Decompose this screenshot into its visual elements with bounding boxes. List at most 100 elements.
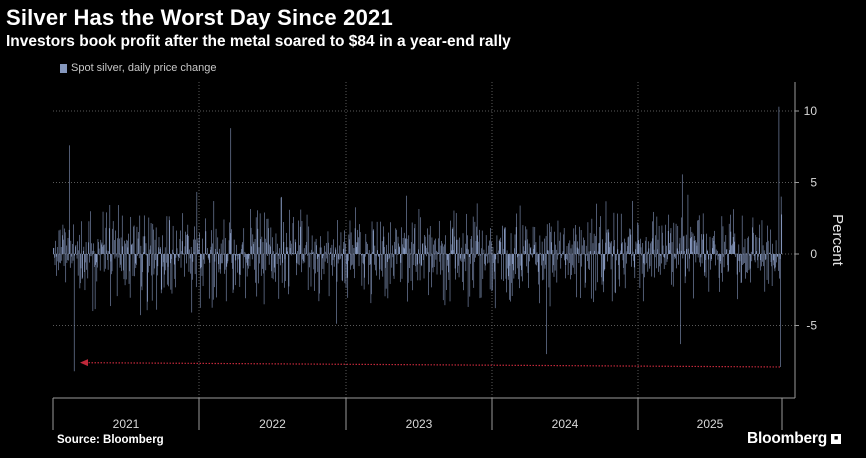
bar <box>88 242 89 254</box>
bar <box>575 234 577 254</box>
bar <box>609 241 611 254</box>
bar <box>547 250 549 254</box>
bar <box>743 254 744 264</box>
bar <box>492 254 493 291</box>
bar <box>471 247 473 254</box>
bar <box>245 254 246 299</box>
bar <box>428 234 430 254</box>
bar <box>325 242 327 254</box>
bar <box>625 242 627 254</box>
bar <box>229 222 230 254</box>
bar <box>240 254 241 275</box>
bar <box>528 243 530 254</box>
bar <box>162 235 163 254</box>
bar <box>657 249 658 254</box>
bar <box>368 254 369 285</box>
bar <box>405 238 406 254</box>
bar <box>493 254 495 280</box>
bar <box>376 254 377 276</box>
bar <box>738 244 740 254</box>
bar <box>271 254 273 279</box>
bar <box>140 254 141 316</box>
bar <box>459 254 461 259</box>
bar <box>614 254 616 293</box>
bar <box>384 247 385 254</box>
bar <box>385 254 386 268</box>
bar <box>392 254 394 258</box>
bar <box>699 254 701 263</box>
bar <box>360 254 362 256</box>
bar <box>184 246 186 254</box>
bar <box>196 191 198 254</box>
bar <box>427 251 429 254</box>
bar <box>638 240 640 254</box>
bar <box>179 238 181 254</box>
bar <box>280 197 282 254</box>
bar <box>310 254 312 287</box>
bar <box>237 254 239 260</box>
bar <box>536 254 537 266</box>
bar <box>501 254 503 255</box>
bar <box>706 249 708 254</box>
bar <box>220 243 222 254</box>
bar <box>590 254 592 299</box>
bar <box>120 237 122 254</box>
bar <box>574 254 576 275</box>
bar <box>606 229 608 254</box>
bar <box>165 254 167 271</box>
bar <box>618 254 620 280</box>
bar <box>214 254 216 262</box>
bar <box>62 235 63 254</box>
bar <box>774 254 775 269</box>
bar <box>562 251 564 254</box>
bar <box>445 254 447 255</box>
bar <box>105 227 107 254</box>
bar <box>759 254 761 271</box>
bar <box>332 254 333 276</box>
bar <box>420 217 421 254</box>
bar <box>468 249 469 254</box>
bar <box>474 221 476 254</box>
bar <box>283 222 284 254</box>
bar <box>319 254 320 294</box>
bar <box>486 254 488 257</box>
bar <box>426 247 428 254</box>
bar <box>309 252 311 254</box>
bar <box>414 224 416 254</box>
bar <box>446 254 448 260</box>
bar <box>254 254 255 270</box>
bar <box>259 213 261 254</box>
bar <box>415 254 416 267</box>
bar <box>146 254 147 256</box>
bar <box>442 254 444 301</box>
logo-text: Bloomberg <box>747 430 828 447</box>
bar <box>60 247 62 254</box>
bar <box>691 231 693 254</box>
bar <box>756 237 758 254</box>
bar <box>305 245 307 254</box>
bar <box>340 232 342 254</box>
bar <box>769 252 771 254</box>
bar <box>677 225 679 254</box>
bar <box>510 254 511 302</box>
annotation-layer <box>80 359 781 368</box>
bar <box>514 234 516 254</box>
bar <box>622 242 623 254</box>
bar <box>689 254 690 259</box>
bar <box>303 254 304 262</box>
bar <box>241 244 243 254</box>
bar <box>202 254 204 287</box>
bar <box>557 220 559 254</box>
bar <box>363 254 364 265</box>
bar <box>108 251 109 254</box>
bar <box>151 254 152 276</box>
bar <box>485 235 487 254</box>
bar <box>545 236 547 254</box>
bar <box>633 254 634 261</box>
bar <box>776 254 777 263</box>
bar <box>240 252 242 254</box>
bar <box>337 220 338 254</box>
bar <box>652 238 654 254</box>
bar <box>684 251 685 254</box>
bar <box>303 248 305 254</box>
